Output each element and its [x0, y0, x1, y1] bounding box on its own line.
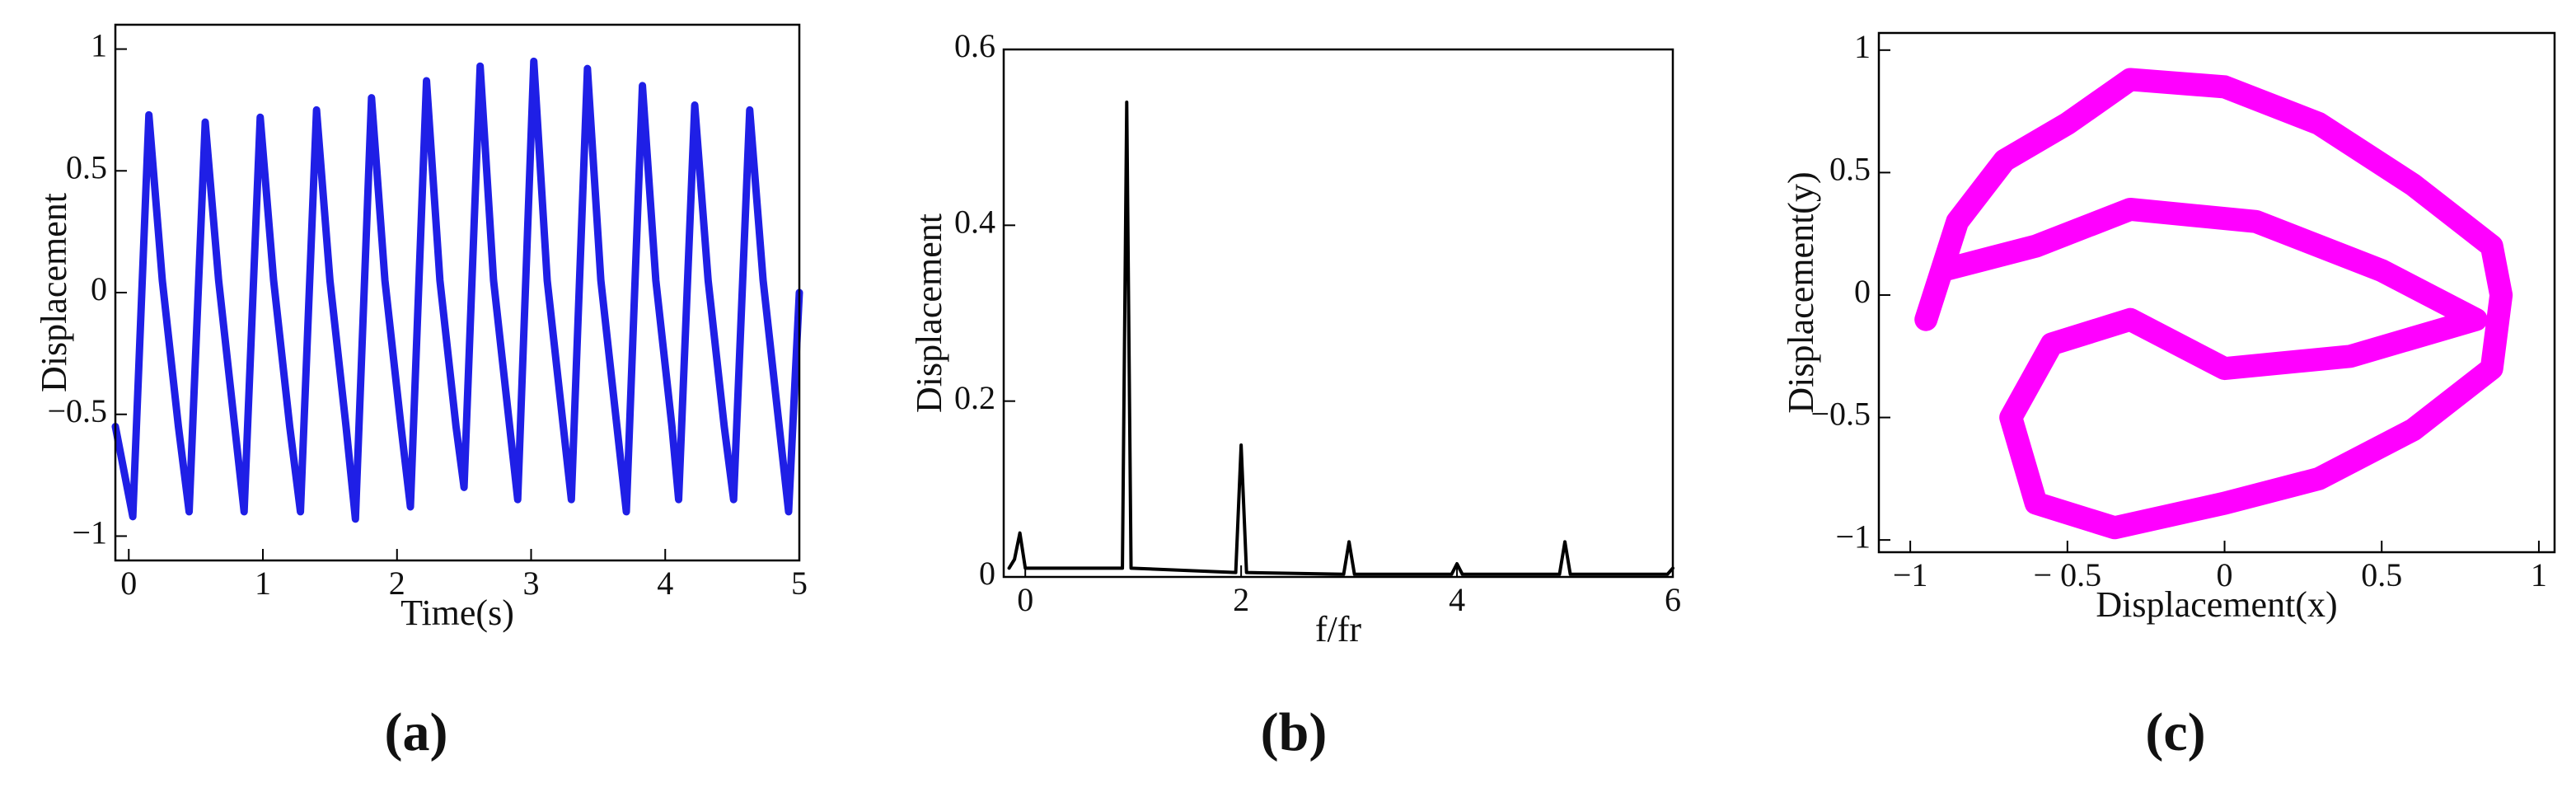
x-tick-label: 1: [2531, 556, 2547, 593]
x-tick-label: 0: [2217, 556, 2233, 593]
x-tick-label: − 0.5: [2034, 556, 2102, 593]
x-axis-label: Time(s): [400, 593, 514, 633]
y-tick-label: 0: [1854, 273, 1871, 310]
y-tick-label: −0.5: [1810, 396, 1871, 433]
y-tick-label: 0.6: [954, 27, 995, 64]
x-tick-label: −1: [1893, 556, 1928, 593]
panel-caption: (c): [2145, 702, 2205, 762]
y-tick-label: 0.5: [66, 148, 107, 185]
y-axis-label: Displacement: [34, 193, 74, 392]
x-tick-label: 2: [1233, 581, 1249, 618]
plot-frame: [1002, 48, 1674, 579]
x-tick-label: 6: [1665, 581, 1681, 618]
x-tick-label: 4: [1449, 581, 1465, 618]
x-tick-label: 5: [791, 565, 808, 602]
x-tick-label: 0: [1017, 581, 1033, 618]
y-tick-label: 0.2: [954, 379, 995, 416]
y-tick-label: 1: [91, 27, 107, 64]
plot-frame: [1877, 31, 2556, 554]
x-tick-label: 3: [523, 565, 540, 602]
x-tick-label: 0.5: [2361, 556, 2402, 593]
x-tick-label: 4: [657, 565, 673, 602]
x-tick-label: 0: [120, 565, 137, 602]
y-axis-label: Displacement(y): [1781, 171, 1821, 413]
x-axis-label: f/fr: [1315, 609, 1362, 649]
y-tick-label: 0: [979, 555, 995, 592]
y-tick-label: 1: [1854, 28, 1871, 65]
y-tick-label: 0.5: [1829, 151, 1871, 188]
panel-caption: (a): [385, 702, 448, 762]
x-axis-label: Displacement(x): [2096, 584, 2337, 625]
y-tick-label: −1: [1835, 518, 1871, 555]
y-tick-label: −1: [72, 514, 107, 551]
y-tick-label: −0.5: [47, 392, 107, 429]
x-tick-label: 2: [389, 565, 405, 602]
x-tick-label: 1: [255, 565, 271, 602]
data-line: [111, 57, 803, 523]
y-tick-label: 0: [91, 270, 107, 307]
y-tick-label: 0.4: [954, 204, 995, 241]
data-line: [1007, 101, 1674, 576]
panel-caption: (b): [1261, 702, 1328, 762]
data-line: [1914, 68, 2513, 540]
y-axis-label: Displacement: [909, 213, 949, 413]
